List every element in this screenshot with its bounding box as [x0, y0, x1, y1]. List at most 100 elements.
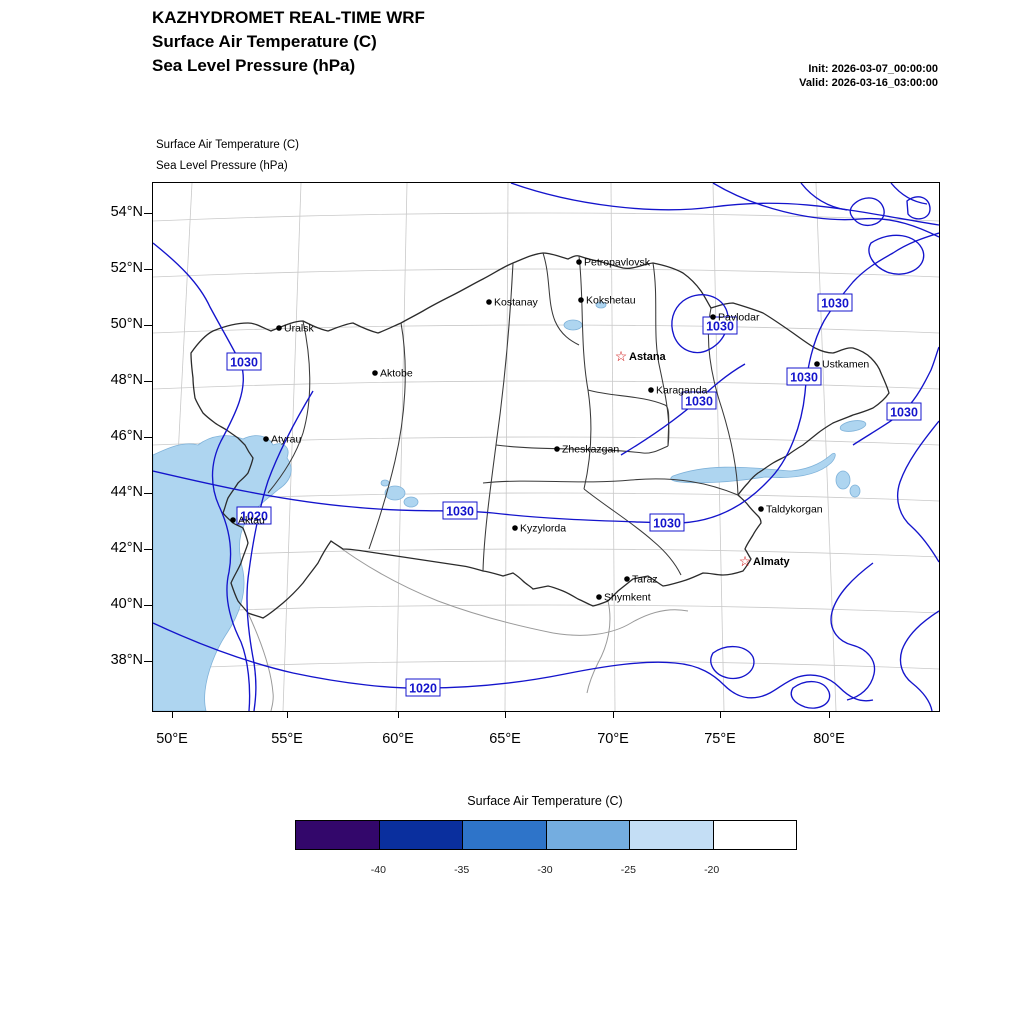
city-dot-icon — [486, 299, 492, 305]
pressure-contour-label: 1030 — [702, 316, 738, 335]
city-label: Uralsk — [284, 323, 315, 335]
colorbar-tick-label: -30 — [537, 864, 553, 876]
svg-text:1030: 1030 — [446, 505, 474, 519]
capital-label: Almaty — [753, 556, 791, 568]
map-dynamic-labels: 1030 1030 1030 1030 1030 1030 1020 1030 1030 1020… — [226, 257, 922, 697]
colorbar-tick-label: -35 — [454, 864, 470, 876]
lon-tickmark — [612, 711, 614, 718]
city-dot-icon — [624, 576, 630, 582]
svg-text:1030: 1030 — [653, 517, 681, 531]
capital-marker: ☆ Astana — [615, 348, 667, 364]
city-dot-icon — [648, 387, 654, 393]
colorbar-segment — [713, 821, 796, 849]
capital-star-icon: ☆ — [739, 553, 752, 569]
lat-tick-label: 40°N — [110, 596, 143, 612]
city-label: Kostanay — [494, 297, 539, 309]
city-dot-icon — [512, 525, 518, 531]
legend-pressure: Sea Level Pressure (hPa) — [156, 160, 288, 172]
city-dot-icon — [758, 506, 764, 512]
lat-tickmark — [144, 268, 152, 270]
city-dot-icon — [372, 370, 378, 376]
city-label: Aktau — [238, 515, 265, 527]
lat-tickmark — [144, 548, 152, 550]
city-label: Karaganda — [656, 385, 708, 397]
lon-tickmark — [719, 711, 721, 718]
city-marker: Aktobe — [372, 368, 413, 380]
colorbar-segment — [296, 821, 380, 849]
lat-tick-label: 52°N — [110, 260, 143, 276]
map-svg: 1030 1030 1030 1030 1030 1030 1020 1030 1030 1020… — [153, 183, 939, 711]
lon-tick-label: 55°E — [271, 731, 303, 747]
city-dot-icon — [596, 594, 602, 600]
city-dot-icon — [263, 436, 269, 442]
svg-text:1030: 1030 — [230, 356, 258, 370]
lat-tick-label: 54°N — [110, 204, 143, 220]
map-inner-legend: Surface Air Temperature (C) Sea Level Pr… — [156, 135, 299, 177]
city-marker: Aktau — [230, 515, 265, 527]
city-label: Kokshetau — [586, 295, 636, 307]
city-marker: Kyzylorda — [512, 523, 566, 535]
valid-time: Valid: 2026-03-16_03:00:00 — [799, 77, 938, 89]
run-time-block: Init: 2026-03-07_00:00:00 Valid: 2026-03… — [799, 62, 938, 90]
lat-tickmark — [144, 660, 152, 662]
city-label: Ustkamen — [822, 359, 869, 371]
colorbar-tick-label: -20 — [704, 864, 720, 876]
city-marker: Karaganda — [648, 385, 708, 397]
aral-sea-north — [380, 479, 390, 487]
legend-temperature: Surface Air Temperature (C) — [156, 139, 299, 151]
city-marker: Taldykorgan — [758, 504, 823, 516]
svg-text:1030: 1030 — [821, 297, 849, 311]
pressure-contour-label: 1030 — [817, 293, 853, 312]
subtitle-pressure: Sea Level Pressure (hPa) — [152, 56, 356, 75]
colorbar-tick-label: -40 — [370, 864, 386, 876]
city-dot-icon — [576, 259, 582, 265]
city-dot-icon — [578, 297, 584, 303]
colorbar-segment — [379, 821, 463, 849]
lake-sasykkol — [849, 484, 861, 498]
lon-tick-label: 75°E — [704, 731, 736, 747]
city-marker: Zheskazgan — [554, 444, 619, 456]
pressure-contour-label: 1030 — [649, 513, 685, 532]
header-title-block: KAZHYDROMET REAL-TIME WRF Surface Air Te… — [152, 6, 425, 78]
lon-tickmark — [828, 711, 830, 718]
init-time: Init: 2026-03-07_00:00:00 — [808, 63, 938, 75]
lat-tick-label: 42°N — [110, 540, 143, 556]
lon-tick-label: 65°E — [489, 731, 521, 747]
city-label: Kyzylorda — [520, 523, 566, 535]
svg-text:1030: 1030 — [685, 395, 713, 409]
aral-sea-east — [403, 496, 419, 508]
colorbar-segment — [463, 821, 547, 849]
page-title: KAZHYDROMET REAL-TIME WRF — [152, 8, 425, 27]
lon-tickmark — [171, 711, 173, 718]
lat-tick-label: 46°N — [110, 428, 143, 444]
lon-tick-label: 50°E — [156, 731, 188, 747]
pressure-contour-label: 1030 — [226, 352, 262, 371]
aral-sea-west — [384, 485, 406, 501]
lon-tick-label: 80°E — [813, 731, 845, 747]
lon-tick-label: 60°E — [382, 731, 414, 747]
oblast-borders — [267, 252, 739, 576]
subtitle-temperature: Surface Air Temperature (C) — [152, 32, 377, 51]
lat-tickmark — [144, 492, 152, 494]
svg-text:1030: 1030 — [706, 320, 734, 334]
svg-text:1020: 1020 — [409, 682, 437, 696]
lon-tick-label: 70°E — [597, 731, 629, 747]
city-label: Zheskazgan — [562, 444, 619, 456]
lon-tickmark — [286, 711, 288, 718]
colorbar — [295, 820, 797, 850]
kazakhstan-border — [190, 252, 890, 619]
city-label: Aktobe — [380, 368, 413, 380]
pressure-contours — [153, 183, 939, 711]
city-marker: Kokshetau — [578, 295, 636, 307]
city-label: Shymkent — [604, 592, 651, 604]
colorbar-tick-label: -25 — [620, 864, 636, 876]
svg-text:1030: 1030 — [790, 371, 818, 385]
small-lake — [595, 301, 607, 309]
lon-tickmark — [397, 711, 399, 718]
svg-text:1020: 1020 — [240, 510, 268, 524]
city-marker: Petropavlovsk — [576, 257, 651, 269]
lake-balkhash — [670, 452, 836, 484]
city-marker: Taraz — [624, 574, 658, 586]
pressure-contour-label: 1020 — [405, 678, 441, 697]
